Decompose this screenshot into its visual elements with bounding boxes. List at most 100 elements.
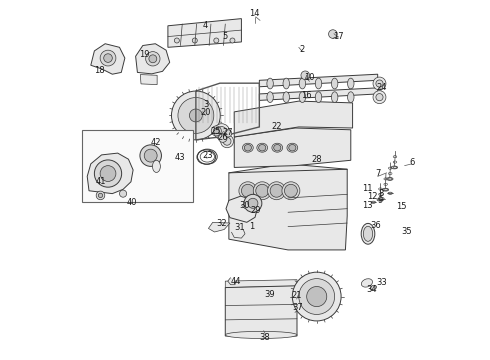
Circle shape [214, 128, 219, 134]
Circle shape [211, 126, 221, 136]
Circle shape [299, 279, 335, 315]
Circle shape [373, 91, 386, 104]
Text: 37: 37 [293, 303, 303, 312]
Ellipse shape [364, 226, 373, 241]
Polygon shape [140, 75, 157, 85]
Circle shape [239, 182, 257, 200]
Text: 14: 14 [249, 9, 260, 18]
Ellipse shape [347, 78, 354, 89]
Ellipse shape [289, 144, 296, 151]
Polygon shape [168, 19, 242, 47]
Ellipse shape [315, 78, 322, 89]
Ellipse shape [361, 279, 372, 287]
Circle shape [253, 182, 271, 200]
Circle shape [100, 166, 116, 181]
Text: 30: 30 [240, 201, 250, 210]
Text: 34: 34 [367, 285, 377, 294]
Circle shape [192, 38, 197, 43]
Circle shape [329, 30, 337, 39]
Circle shape [270, 184, 283, 197]
Text: 38: 38 [259, 333, 270, 342]
Text: 18: 18 [94, 66, 105, 75]
Ellipse shape [287, 143, 298, 152]
Text: 25: 25 [210, 127, 221, 136]
Circle shape [144, 149, 157, 162]
Ellipse shape [299, 92, 306, 103]
Text: 10: 10 [304, 73, 315, 82]
Circle shape [214, 124, 230, 139]
Ellipse shape [347, 92, 354, 103]
Polygon shape [229, 164, 347, 250]
Circle shape [98, 193, 102, 198]
Ellipse shape [225, 331, 297, 338]
Circle shape [268, 182, 286, 200]
Circle shape [96, 191, 105, 200]
Text: 36: 36 [370, 221, 381, 230]
Text: 11: 11 [362, 184, 372, 193]
Polygon shape [208, 222, 230, 232]
Circle shape [95, 160, 122, 187]
Text: 28: 28 [312, 155, 322, 164]
Text: 44: 44 [230, 276, 241, 285]
Ellipse shape [283, 78, 290, 89]
Polygon shape [231, 229, 245, 238]
Text: 7: 7 [375, 169, 380, 178]
Ellipse shape [388, 192, 392, 194]
Polygon shape [225, 286, 297, 336]
Polygon shape [87, 153, 133, 194]
Text: 24: 24 [376, 83, 387, 92]
Ellipse shape [315, 92, 322, 103]
Ellipse shape [267, 92, 273, 103]
Bar [82, 130, 193, 202]
Text: 19: 19 [139, 50, 149, 59]
Circle shape [214, 38, 219, 43]
Circle shape [224, 130, 232, 137]
Text: 42: 42 [151, 138, 161, 147]
Polygon shape [234, 128, 351, 167]
Polygon shape [136, 44, 170, 74]
Ellipse shape [283, 92, 290, 103]
Ellipse shape [267, 78, 273, 89]
Text: 12: 12 [368, 192, 378, 201]
Circle shape [172, 91, 220, 140]
Circle shape [376, 94, 383, 101]
Ellipse shape [387, 177, 393, 180]
Circle shape [376, 80, 383, 87]
Ellipse shape [380, 198, 384, 200]
Circle shape [256, 184, 269, 197]
Text: 1: 1 [249, 222, 255, 231]
Circle shape [149, 55, 157, 63]
Polygon shape [91, 44, 125, 74]
Circle shape [178, 98, 214, 134]
Circle shape [120, 190, 126, 197]
Circle shape [230, 38, 235, 43]
Text: 33: 33 [376, 278, 387, 287]
Ellipse shape [382, 188, 389, 191]
Circle shape [373, 77, 386, 90]
Circle shape [293, 272, 341, 321]
Text: 43: 43 [174, 153, 185, 162]
Text: 27: 27 [222, 128, 233, 137]
Ellipse shape [259, 144, 266, 151]
Circle shape [174, 38, 179, 43]
Text: 5: 5 [222, 32, 228, 41]
Text: 15: 15 [396, 202, 406, 211]
Circle shape [219, 134, 227, 142]
Ellipse shape [152, 160, 160, 172]
Ellipse shape [391, 166, 397, 169]
Ellipse shape [257, 143, 268, 152]
Ellipse shape [272, 143, 283, 152]
Polygon shape [259, 74, 378, 87]
Circle shape [242, 184, 254, 197]
Text: 20: 20 [200, 108, 211, 117]
Circle shape [307, 287, 327, 307]
Ellipse shape [245, 144, 251, 151]
Circle shape [223, 137, 231, 145]
Text: 22: 22 [271, 122, 282, 131]
Text: 6: 6 [409, 158, 415, 167]
Circle shape [285, 184, 297, 197]
Circle shape [140, 145, 161, 166]
Polygon shape [226, 196, 258, 222]
Text: 9: 9 [377, 195, 383, 204]
Text: 4: 4 [203, 21, 208, 30]
